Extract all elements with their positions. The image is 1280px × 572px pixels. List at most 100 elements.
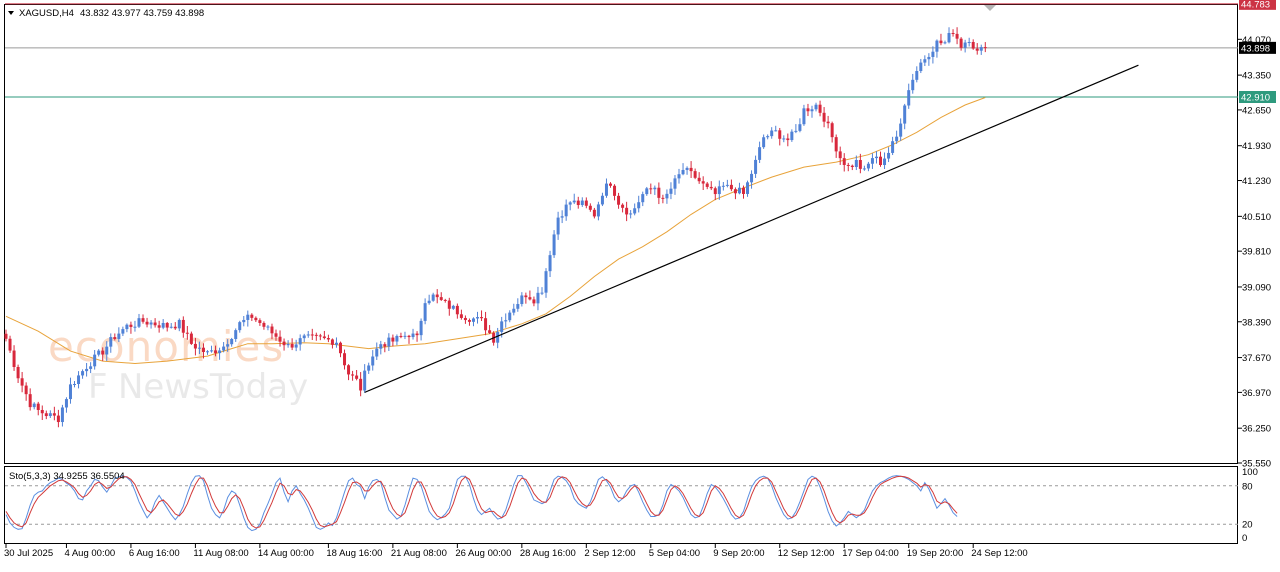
candle-body: [262, 322, 266, 327]
candle-body: [338, 342, 342, 354]
candle-body: [302, 335, 306, 339]
candle-body: [153, 322, 157, 326]
candle-body: [919, 62, 923, 72]
candle-body: [471, 318, 475, 322]
candle-body: [568, 202, 572, 205]
candle-body: [68, 384, 72, 400]
price-tick-label: 36.250: [1242, 424, 1271, 435]
price-tick-label: 43.350: [1242, 71, 1271, 82]
candle-body: [488, 330, 492, 333]
candle-body: [439, 297, 443, 300]
candle-body: [866, 163, 870, 169]
watermark-brand: economies: [48, 322, 284, 371]
candle-body: [915, 71, 919, 80]
candle-body: [222, 346, 226, 351]
time-tick-label: 19 Sep 20:00: [907, 548, 964, 559]
candle-body: [403, 335, 407, 337]
moving-average-line: [5, 97, 986, 365]
candle-body: [979, 47, 983, 51]
candle-body: [214, 350, 218, 354]
candle-body: [351, 374, 355, 376]
stoch-tick-label: 20: [1242, 520, 1253, 531]
candle-body: [105, 346, 109, 355]
stoch-tick-label: 100: [1242, 467, 1258, 478]
candle-body: [677, 174, 681, 179]
watermark-sub-rest: NewsToday: [118, 367, 308, 407]
candle-body: [133, 326, 137, 328]
candle-body: [173, 326, 177, 329]
candle-body: [576, 200, 580, 206]
shift-marker-icon[interactable]: [984, 5, 996, 11]
price-axis: 44.070 43.350 42.650 41.930 41.230 40.510 39.8…: [1238, 35, 1271, 470]
candle-body: [705, 183, 709, 187]
candle-body: [4, 333, 8, 339]
trendline[interactable]: [364, 64, 1139, 393]
candle-body: [701, 181, 705, 184]
candle-body: [427, 300, 431, 304]
time-tick-label: 30 Jul 2025: [4, 548, 53, 559]
candle-body: [641, 194, 645, 203]
candle-body: [383, 344, 387, 347]
candle-body: [907, 90, 911, 106]
candle-body: [181, 319, 185, 333]
candle-body: [185, 332, 189, 334]
candle-body: [391, 337, 395, 342]
candle-body: [145, 321, 149, 325]
trendline-layer[interactable]: [364, 64, 1139, 393]
candle-body: [343, 353, 347, 366]
candle-body: [395, 335, 399, 342]
stoch-title: Sto(5,3,3) 34.9255 36.5504: [9, 471, 125, 482]
candle-body: [189, 333, 193, 344]
candle-body: [20, 378, 24, 386]
candle-body: [649, 188, 653, 190]
price-tick-label: 36.970: [1242, 388, 1271, 399]
time-tick-label: 18 Aug 16:00: [326, 548, 382, 559]
candle-body: [899, 123, 903, 137]
candle-body: [467, 320, 471, 322]
price-tick-label: 38.390: [1242, 317, 1271, 328]
price-tick-label: 41.930: [1242, 141, 1271, 152]
candle-body: [951, 32, 955, 34]
candle-body: [629, 213, 633, 215]
candle-body: [891, 141, 895, 153]
candle-body: [947, 32, 951, 43]
level-label-bg-price: [1239, 41, 1276, 54]
candle-body: [657, 187, 661, 198]
candle-body: [278, 336, 282, 342]
candle-body: [798, 124, 802, 131]
candle-body: [500, 321, 504, 332]
time-tick-label: 4 Aug 00:00: [64, 548, 115, 559]
candle-body: [874, 156, 878, 159]
candle-body: [290, 343, 294, 348]
price-tick-label: 37.670: [1242, 353, 1271, 364]
candle-body: [967, 42, 971, 44]
candle-body: [149, 322, 153, 325]
stoch-tick-label: 80: [1242, 481, 1253, 492]
candle-body: [556, 217, 560, 235]
triangle-down-icon[interactable]: [8, 11, 14, 15]
level-label-price: 43.898: [1241, 43, 1270, 54]
candle-body: [754, 159, 758, 174]
candle-body: [210, 350, 214, 352]
candle-body: [64, 399, 68, 408]
stoch-panel-frame: [4, 466, 1238, 544]
candle-body: [334, 342, 338, 345]
candle-body: [463, 317, 467, 321]
candle-body: [669, 188, 673, 194]
candle-body: [842, 158, 846, 165]
candle-body: [786, 138, 790, 141]
candle-body: [604, 183, 608, 196]
candle-body: [911, 79, 915, 91]
candle-body: [314, 334, 318, 336]
candle-body: [665, 193, 669, 199]
candle-body: [371, 356, 375, 366]
price-tick-label: 44.070: [1242, 35, 1271, 46]
candle-body: [895, 136, 899, 142]
candle-body: [28, 394, 32, 408]
candle-body: [89, 366, 93, 369]
price-tick-label: 35.550: [1242, 459, 1271, 470]
level-label-bg-resistance: [1239, 0, 1276, 10]
candle-body: [741, 187, 745, 194]
